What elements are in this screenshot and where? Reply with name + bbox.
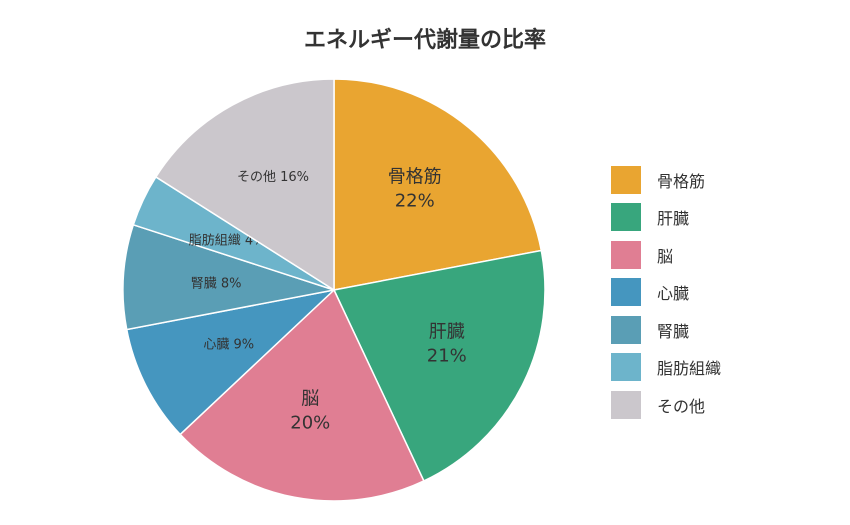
pie-slice — [332, 249, 546, 482]
pie-slice — [122, 223, 335, 331]
pie-slice — [333, 78, 543, 291]
slice-label: 心臓 9% — [203, 338, 254, 353]
legend-swatch — [611, 278, 641, 307]
legend-item: 肝臓 — [611, 199, 721, 237]
legend-swatch — [611, 240, 641, 269]
legend-label: 腎臓 — [657, 321, 690, 341]
legend-label: 脳 — [657, 246, 674, 266]
legend-label: 骨格筋 — [657, 171, 706, 191]
pie-slice — [179, 288, 425, 502]
legend-swatch — [611, 165, 641, 194]
slice-category-label: 肝臓 — [429, 321, 465, 342]
slice-category-label: 脳 — [301, 388, 319, 409]
legend-item: 心臓 — [611, 274, 721, 312]
legend-label: 心臓 — [657, 284, 690, 304]
legend-label: 脂肪組織 — [657, 359, 722, 379]
slice-label: 腎臓 8% — [191, 277, 242, 292]
legend-swatch — [611, 353, 641, 382]
legend-swatch — [611, 203, 641, 232]
legend-item: 腎臓 — [611, 311, 721, 349]
legend-swatch — [611, 390, 641, 419]
slice-category-label: 骨格筋 — [388, 166, 442, 187]
pie-slice — [125, 288, 337, 436]
legend-item: 脳 — [611, 236, 721, 274]
legend: 骨格筋肝臓脳心臓腎臓脂肪組織その他 — [611, 161, 721, 424]
slice-label: その他 16% — [237, 170, 309, 185]
pie-slice — [154, 78, 335, 292]
slice-label: 脂肪組織 4% — [189, 233, 266, 249]
legend-label: その他 — [657, 396, 706, 416]
slice-percent-label: 21% — [427, 345, 467, 366]
legend-label: 肝臓 — [657, 209, 690, 229]
slice-percent-label: 20% — [290, 412, 330, 433]
legend-item: 骨格筋 — [611, 161, 721, 199]
legend-swatch — [611, 315, 641, 344]
legend-item: その他 — [611, 386, 721, 424]
chart-title: エネルギー代謝量の比率 — [303, 28, 546, 53]
legend-item: 脂肪組織 — [611, 349, 721, 387]
slice-percent-label: 22% — [395, 190, 435, 211]
